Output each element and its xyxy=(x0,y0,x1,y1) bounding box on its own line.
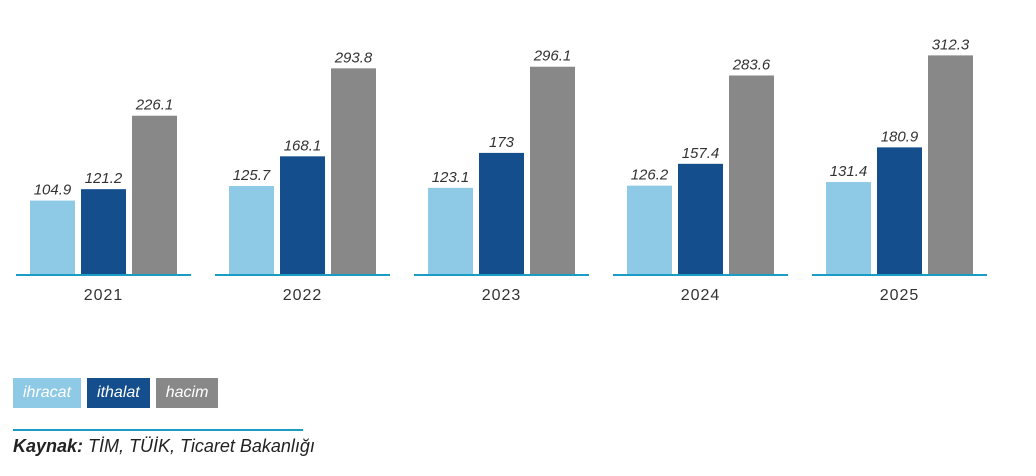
bar-ihracat-2025 xyxy=(826,182,871,274)
year-label-2023: 2023 xyxy=(482,287,522,304)
value-label-ihracat-2023: 123.1 xyxy=(432,169,470,186)
value-label-ihracat-2025: 131.4 xyxy=(830,163,868,180)
legend: ihracat ithalat hacim xyxy=(13,378,219,408)
value-label-hacim-2022: 293.8 xyxy=(334,49,373,66)
source-divider xyxy=(13,429,303,431)
value-label-ithalat-2022: 168.1 xyxy=(284,137,322,154)
value-label-hacim-2021: 226.1 xyxy=(135,97,174,114)
bar-ihracat-2024 xyxy=(627,185,672,274)
source-label: Kaynak: xyxy=(13,436,84,456)
legend-ithalat: ithalat xyxy=(87,378,150,408)
bar-ithalat-2025 xyxy=(877,147,922,274)
bar-hacim-2025 xyxy=(928,55,973,274)
year-label-2024: 2024 xyxy=(681,287,721,304)
legend-ihracat: ihracat xyxy=(13,378,82,408)
value-label-hacim-2024: 283.6 xyxy=(732,56,771,73)
value-label-hacim-2023: 296.1 xyxy=(533,48,572,65)
bar-hacim-2021 xyxy=(132,115,177,274)
value-label-ithalat-2021: 121.2 xyxy=(85,170,123,187)
source-note: Kaynak: TİM, TÜİK, Ticaret Bakanlığı xyxy=(13,436,315,457)
bar-ithalat-2022 xyxy=(280,156,325,274)
value-label-ithalat-2024: 157.4 xyxy=(682,145,720,162)
value-label-ihracat-2022: 125.7 xyxy=(233,167,271,184)
bar-hacim-2023 xyxy=(530,66,575,274)
value-label-ithalat-2023: 173 xyxy=(489,134,515,151)
bar-ihracat-2023 xyxy=(428,187,473,274)
bar-hacim-2022 xyxy=(331,68,376,274)
source-text: TİM, TÜİK, Ticaret Bakanlığı xyxy=(83,436,315,456)
bar-ihracat-2022 xyxy=(229,186,274,274)
year-label-2021: 2021 xyxy=(84,287,124,304)
bar-ithalat-2021 xyxy=(81,189,126,274)
bar-ithalat-2024 xyxy=(678,163,723,274)
value-label-ihracat-2021: 104.9 xyxy=(34,182,72,199)
year-label-2022: 2022 xyxy=(283,287,323,304)
year-label-2025: 2025 xyxy=(880,287,920,304)
bar-hacim-2024 xyxy=(729,75,774,274)
bar-chart: 104.9 121.2 226.1 2021 125.7 168.1 293.8 2022 12… xyxy=(16,36,987,304)
value-label-ihracat-2024: 126.2 xyxy=(631,167,669,184)
value-label-ithalat-2025: 180.9 xyxy=(881,128,919,145)
legend-hacim: hacim xyxy=(155,378,219,408)
bar-ihracat-2021 xyxy=(30,200,75,274)
bar-ithalat-2023 xyxy=(479,152,524,274)
value-label-hacim-2025: 312.3 xyxy=(932,36,970,53)
